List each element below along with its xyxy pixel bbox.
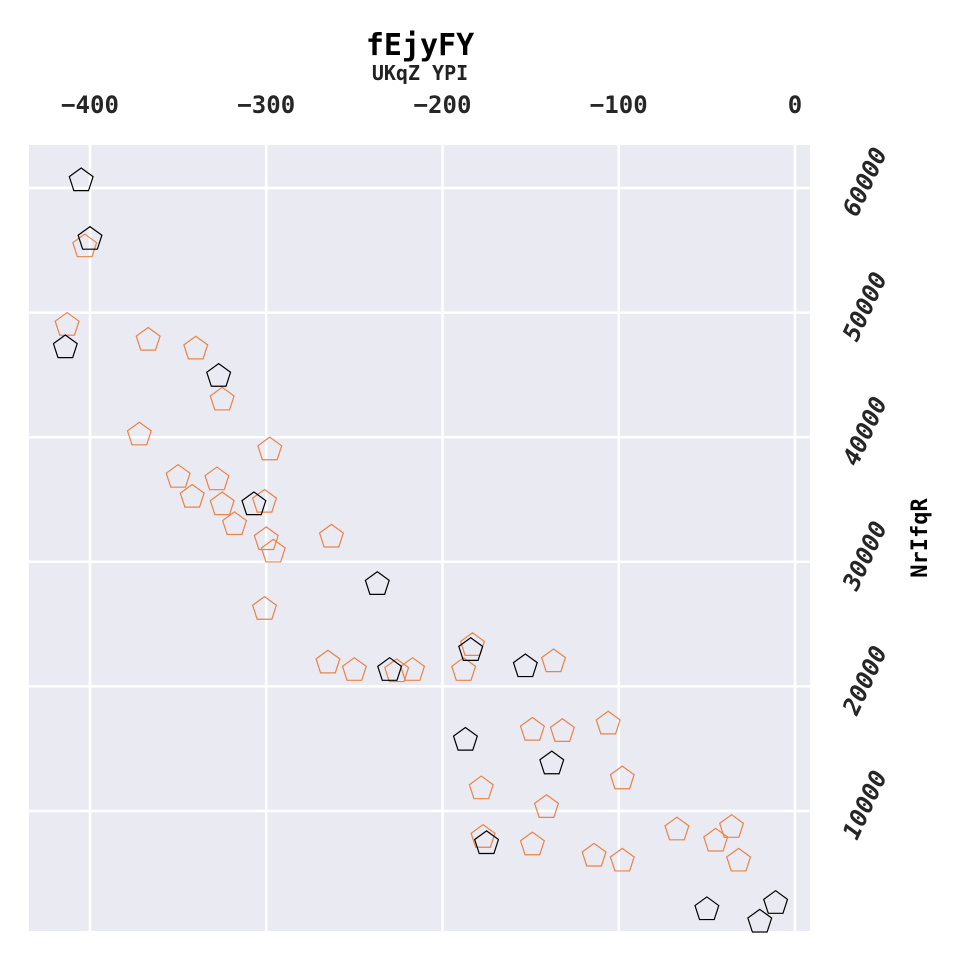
data-point (468, 775, 494, 800)
data-point (703, 827, 729, 852)
x-tick-label: 0 (788, 91, 802, 119)
data-point (399, 656, 426, 681)
data-point (664, 816, 690, 841)
x-tick-label: −200 (414, 91, 472, 119)
y-tick-labels: 10000 20000 30000 40000 50000 60000 (837, 143, 893, 843)
data-point (260, 538, 286, 563)
data-point (581, 842, 607, 867)
data-point (726, 847, 752, 872)
data-point (183, 335, 209, 360)
x-tick-label: −300 (237, 91, 295, 119)
data-point (763, 889, 789, 914)
data-point (540, 648, 567, 673)
data-point (470, 823, 496, 848)
data-point (204, 466, 230, 491)
data-point (251, 488, 278, 513)
data-point (549, 718, 575, 742)
data-point (458, 637, 484, 661)
data-point (364, 570, 390, 595)
data-point (609, 765, 635, 790)
y-tick-label: 60000 (837, 143, 893, 220)
chart-subtitle: UKqZ YPI (372, 61, 468, 85)
y-tick-label: 20000 (837, 642, 893, 720)
data-point (377, 656, 403, 681)
data-point (694, 896, 720, 921)
data-point (318, 523, 345, 548)
y-tick-label: 50000 (837, 268, 893, 345)
data-point (519, 831, 545, 856)
chart-title: fEjyFY (366, 28, 474, 63)
data-point (315, 649, 341, 674)
data-point (519, 716, 545, 741)
data-point (209, 491, 235, 516)
data-point (77, 225, 103, 250)
data-point (135, 326, 161, 351)
y-tick-label: 40000 (837, 393, 893, 470)
data-point (595, 710, 621, 735)
data-point (206, 362, 232, 387)
data-point (68, 167, 94, 192)
data-point (257, 436, 283, 461)
data-point (609, 847, 635, 872)
data-point (718, 813, 745, 838)
y-tick-label: 30000 (837, 517, 893, 595)
x-tick-label: −400 (61, 91, 119, 119)
y-axis-label: NrIfqR (908, 498, 933, 578)
data-point (209, 386, 235, 411)
plot-background (29, 145, 810, 931)
data-point (451, 656, 477, 681)
data-point (473, 830, 500, 855)
data-point (452, 726, 479, 751)
data-point (165, 463, 191, 488)
data-point (539, 750, 565, 775)
data-point (253, 526, 279, 551)
x-tick-labels: −400 −300 −200 −100 0 (61, 91, 802, 119)
data-point (52, 334, 78, 359)
y-tick-label: 10000 (837, 766, 893, 843)
data-points (52, 167, 789, 933)
data-point (241, 491, 267, 516)
data-point (747, 908, 773, 933)
data-point (512, 653, 538, 678)
x-tick-label: −100 (590, 91, 648, 119)
data-point (341, 656, 367, 681)
data-point (54, 311, 80, 336)
data-point (126, 421, 152, 446)
data-point (251, 595, 278, 620)
data-point (384, 658, 410, 683)
data-point (533, 794, 560, 818)
grid-lines (29, 145, 810, 931)
data-point (459, 632, 486, 656)
data-point (72, 233, 98, 258)
data-point (179, 483, 205, 508)
data-point (221, 511, 248, 536)
